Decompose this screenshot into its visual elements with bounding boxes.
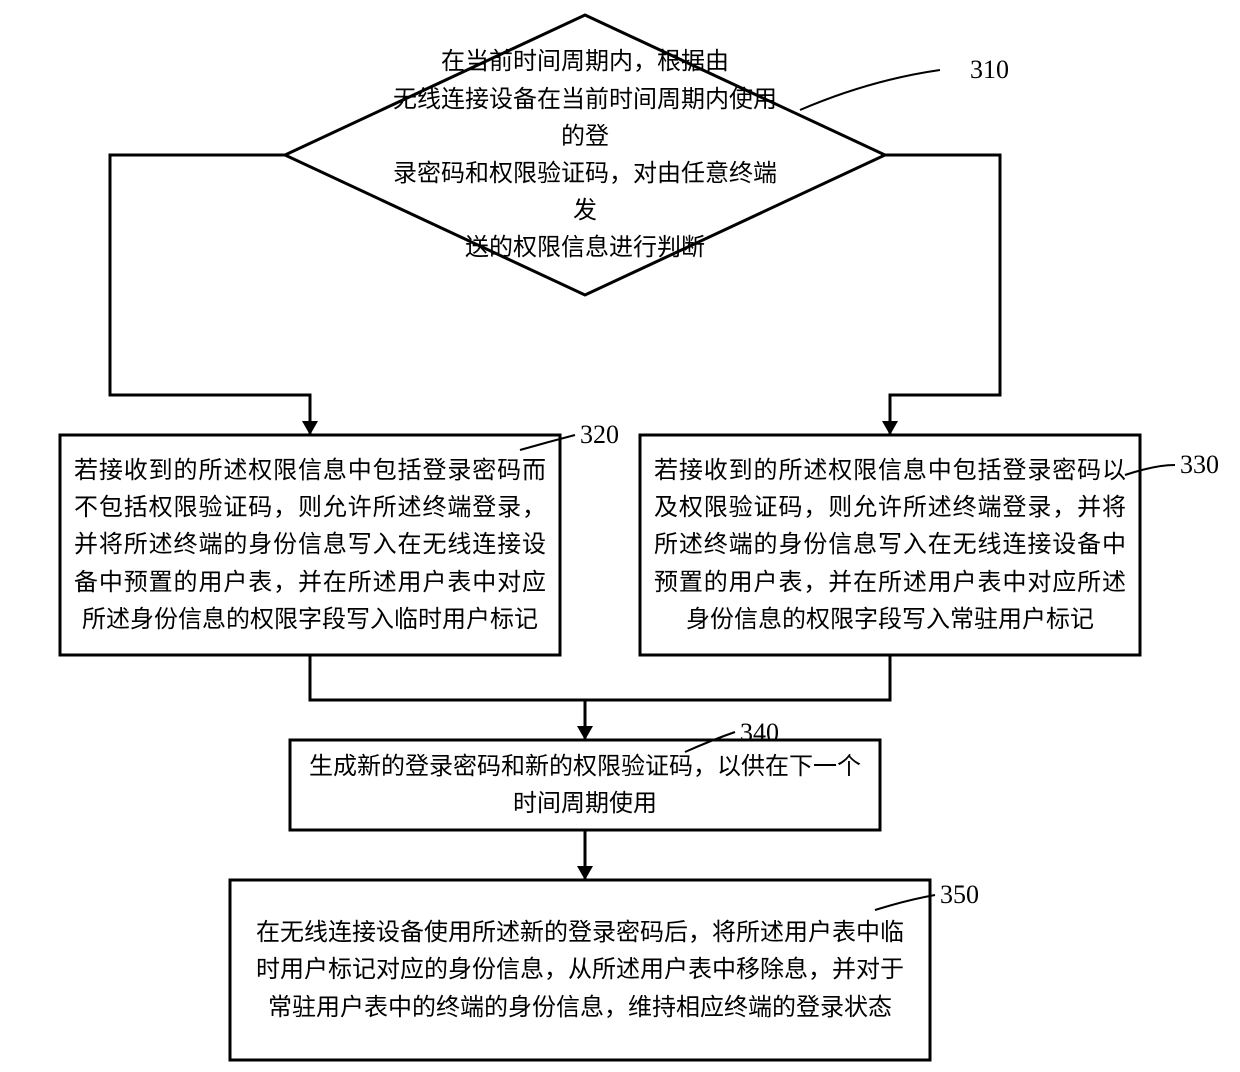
box-320-text: 若接收到的所述权限信息中包括登录密码而不包括权限验证码，则允许所述终端登录，并将… [72, 443, 548, 647]
label-340: 340 [740, 718, 779, 748]
box-340-text: 生成新的登录密码和新的权限验证码，以供在下一个时间周期使用 [302, 748, 868, 822]
box-350-text: 在无线连接设备使用所述新的登录密码后，将所述用户表中临时用户标记对应的身份信息，… [248, 888, 912, 1052]
label-310: 310 [970, 55, 1009, 85]
box-330-text: 若接收到的所述权限信息中包括登录密码以及权限验证码，则允许所述终端登录，并将所述… [652, 443, 1128, 647]
label-330: 330 [1180, 450, 1219, 480]
label-320: 320 [580, 420, 619, 450]
decision-node-text: 在当前时间周期内，根据由 无线连接设备在当前时间周期内使用的登 录密码和权限验证… [385, 85, 785, 225]
label-350: 350 [940, 880, 979, 910]
